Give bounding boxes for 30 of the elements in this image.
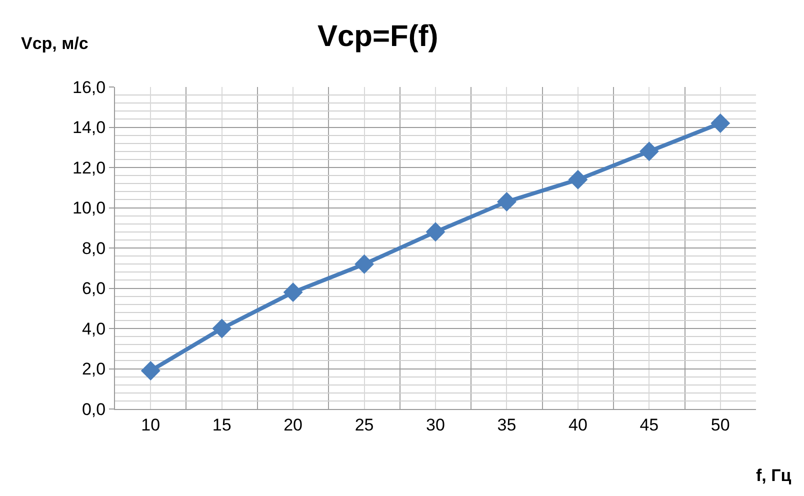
x-tick-label: 40 — [568, 415, 588, 434]
x-tick-label: 10 — [141, 415, 160, 434]
point — [710, 113, 730, 133]
point — [426, 222, 446, 242]
x-tick-label: 25 — [354, 415, 374, 434]
point — [212, 318, 232, 338]
y-tick-label: 10,0 — [72, 198, 106, 218]
x-tick-label: 20 — [284, 415, 303, 434]
chart-title: Vcp=F(f) — [317, 20, 438, 53]
y-tick-label: 6,0 — [82, 279, 106, 298]
x-tick-label: 35 — [497, 415, 516, 434]
x-tick-label: 45 — [640, 415, 659, 434]
y-tick-label: 16,0 — [72, 78, 106, 97]
x-tick-label: 15 — [212, 415, 232, 434]
y-tick-label: 14,0 — [72, 118, 106, 138]
y-tick-label: 0,0 — [82, 400, 106, 419]
point — [568, 170, 588, 190]
y-tick-label: 8,0 — [82, 238, 106, 258]
y-axis-title: Vcp, м/с — [21, 34, 88, 53]
y-tick-label: 4,0 — [82, 319, 106, 338]
point — [140, 361, 160, 381]
point — [496, 192, 516, 212]
x-tick-label: 50 — [710, 415, 730, 434]
x-axis-title: f, Гц — [756, 466, 792, 485]
point — [354, 254, 374, 274]
point — [639, 142, 659, 162]
y-tick-label: 2,0 — [82, 360, 106, 379]
y-tick-label: 12,0 — [72, 158, 106, 178]
x-tick-label: 30 — [426, 415, 445, 434]
point — [283, 282, 303, 302]
